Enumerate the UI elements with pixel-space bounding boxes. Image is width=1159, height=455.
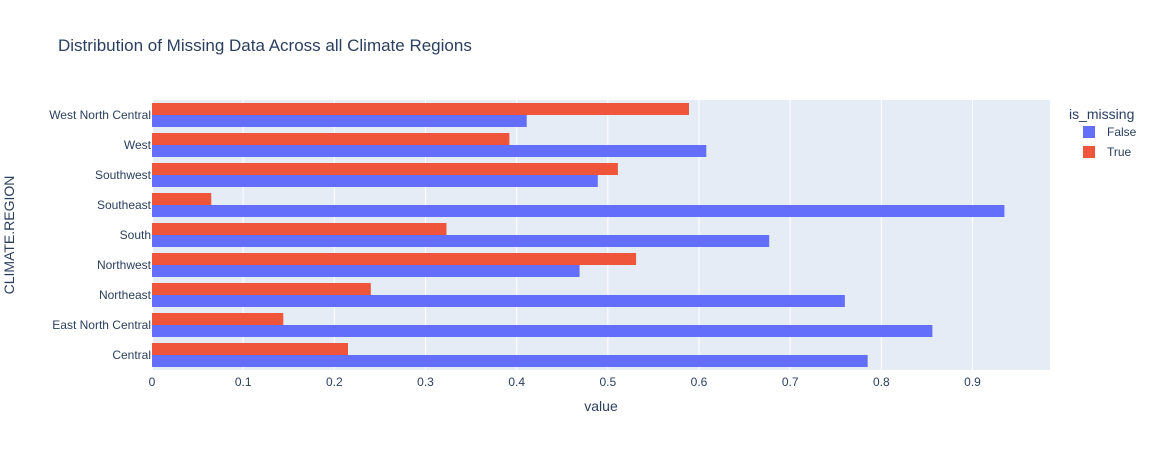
bar-false-southwest[interactable] xyxy=(152,175,598,187)
legend-label: True xyxy=(1107,145,1132,159)
x-tick-label: 0.2 xyxy=(326,375,343,389)
bars xyxy=(152,103,1005,367)
x-axis-ticks: 0 0.1 0.2 0.3 0.4 0.5 0.6 0.7 0.8 0.9 xyxy=(149,375,982,389)
legend-item-false[interactable]: False xyxy=(1083,125,1137,139)
legend-swatch xyxy=(1083,126,1095,138)
bar-true-southwest[interactable] xyxy=(152,163,618,175)
y-axis-ticks: Central East North Central Northeast Northw… xyxy=(49,108,151,362)
legend-item-true[interactable]: True xyxy=(1083,145,1132,159)
bar-false-west[interactable] xyxy=(152,145,707,157)
bar-true-south[interactable] xyxy=(152,223,447,235)
bar-true-west-north-central[interactable] xyxy=(152,103,689,115)
y-tick-label: East North Central xyxy=(52,318,151,332)
chart-title: Distribution of Missing Data Across all … xyxy=(58,36,472,55)
x-tick-label: 0.9 xyxy=(964,375,981,389)
bar-true-central[interactable] xyxy=(152,343,349,355)
x-tick-label: 0.1 xyxy=(235,375,252,389)
legend-swatch xyxy=(1083,146,1095,158)
y-tick-label: West xyxy=(124,138,152,152)
x-tick-label: 0.3 xyxy=(417,375,434,389)
bar-false-northwest[interactable] xyxy=(152,265,580,277)
y-tick-label: Southeast xyxy=(97,198,152,212)
legend-label: False xyxy=(1107,125,1137,139)
bar-true-northwest[interactable] xyxy=(152,253,637,265)
x-tick-label: 0.7 xyxy=(782,375,799,389)
bar-true-east-north-central[interactable] xyxy=(152,313,284,325)
y-tick-label: South xyxy=(120,228,151,242)
bar-true-northeast[interactable] xyxy=(152,283,371,295)
bar-false-south[interactable] xyxy=(152,235,770,247)
y-tick-label: Northwest xyxy=(97,258,152,272)
bar-false-west-north-central[interactable] xyxy=(152,115,527,127)
y-tick-label: Northeast xyxy=(99,288,152,302)
bar-false-northeast[interactable] xyxy=(152,295,845,307)
x-tick-label: 0.4 xyxy=(508,375,525,389)
bar-false-east-north-central[interactable] xyxy=(152,325,933,337)
y-tick-label: Central xyxy=(112,348,151,362)
y-axis-title: CLIMATE.REGION xyxy=(1,176,17,295)
bar-false-central[interactable] xyxy=(152,355,868,367)
y-tick-label: Southwest xyxy=(95,168,152,182)
legend[interactable]: is_missing False True xyxy=(1069,106,1137,159)
bar-true-west[interactable] xyxy=(152,133,510,145)
x-tick-label: 0.6 xyxy=(691,375,708,389)
legend-title: is_missing xyxy=(1069,106,1134,122)
bar-true-southeast[interactable] xyxy=(152,193,212,205)
bar-false-southeast[interactable] xyxy=(152,205,1005,217)
x-tick-label: 0.8 xyxy=(873,375,890,389)
x-axis-title: value xyxy=(584,398,618,414)
x-tick-label: 0.5 xyxy=(599,375,616,389)
x-tick-label: 0 xyxy=(149,375,156,389)
y-tick-label: West North Central xyxy=(49,108,151,122)
